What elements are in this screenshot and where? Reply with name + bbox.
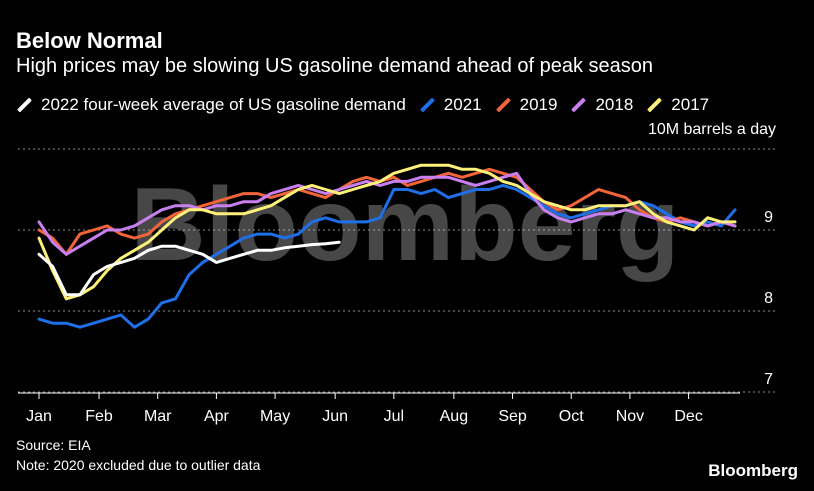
x-tick-label: Oct [559,408,584,425]
legend-label-2017: 2017 [671,95,710,114]
legend-label-2018: 2018 [595,95,634,114]
x-tick-label: Jan [26,408,52,425]
x-tick-label: Feb [85,408,113,425]
x-tick-label: Jul [384,408,404,425]
y-tick-label: 9 [764,209,773,226]
x-tick-label: May [260,408,290,425]
footnote: Note: 2020 excluded due to outlier data [16,457,261,473]
source-note: Source: EIA [16,437,91,453]
x-tick-label: Aug [440,408,468,425]
bloomberg-logo: Bloomberg [708,461,798,480]
chart-title: Below Normal [16,28,163,53]
y-tick-label: 7 [764,371,773,388]
legend-label-2022: 2022 four-week average of US gasoline de… [41,95,406,114]
series-lines [37,163,737,329]
x-tick-label: Mar [144,408,172,425]
gridlines: 7 8 9 [18,148,775,393]
x-tick-label: Sep [498,408,527,425]
legend-item-2019: 2019 [495,95,558,115]
legend-label-2021: 2021 [443,95,482,114]
x-tick-label: Jun [322,408,348,425]
series-line-2018 [37,171,737,256]
legend-item-2018: 2018 [570,95,633,115]
x-axis: Jan Feb Mar Apr May Jun Jul Aug Sep Oct Nov Dec [18,392,740,425]
legend-item-2022: 2022 four-week average of US gasoline de… [16,95,406,115]
y-tick-label: 8 [764,290,773,307]
series-line-2017 [37,163,737,301]
bloomberg-watermark: Bloomberg [131,167,680,283]
legend-label-2019: 2019 [519,95,558,114]
legend-item-2017: 2017 [646,95,709,115]
series-line-2019 [37,167,737,256]
x-tick-label: Dec [674,408,702,425]
x-tick-label: Nov [616,408,644,425]
series-line-2022 [37,240,341,297]
legend-item-2021: 2021 [419,95,482,115]
y-axis-unit-label: 10M barrels a day [647,121,776,138]
legend: 2022 four-week average of US gasoline de… [16,93,722,117]
chart-subtitle: High prices may be slowing US gasoline d… [16,55,654,77]
x-tick-label: Apr [204,408,230,425]
